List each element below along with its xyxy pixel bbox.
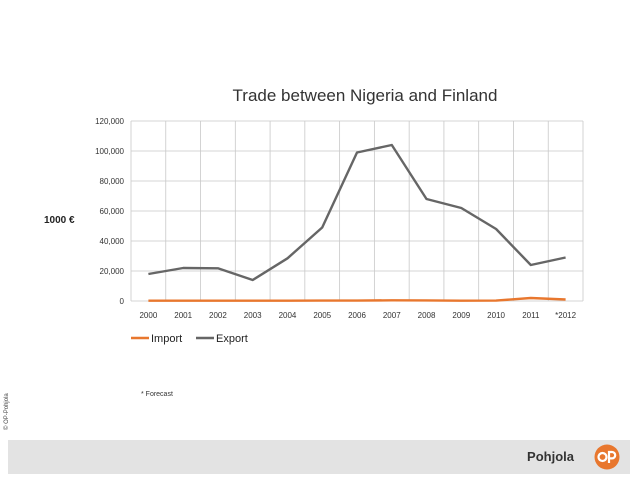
x-axis-ticks: 2000 2001 2002 2003 2004 2005 2006 2007 2008 2009… — [139, 311, 576, 320]
series-line-export — [148, 143, 566, 282]
y-axis-ticks: 0 20,000 40,000 60,000 80,000 100,000 120,000 — [95, 117, 124, 306]
x-tick-label: 2002 — [209, 311, 227, 320]
y-tick-label: 60,000 — [100, 207, 125, 216]
forecast-footnote: * Forecast — [141, 391, 173, 398]
x-tick-label: *2012 — [555, 311, 576, 320]
x-tick-label: 2005 — [313, 311, 331, 320]
x-tick-label: 2008 — [418, 311, 436, 320]
x-tick-label: 2003 — [244, 311, 262, 320]
chart-title: Trade between Nigeria and Finland — [233, 86, 498, 105]
x-tick-label: 2001 — [174, 311, 192, 320]
x-tick-label: 2000 — [139, 311, 157, 320]
x-tick-label: 2006 — [348, 311, 366, 320]
x-tick-label: 2007 — [383, 311, 401, 320]
y-tick-label: 100,000 — [95, 147, 124, 156]
brand-name: Pohjola — [527, 449, 574, 464]
footer-bar: Pohjola — [8, 440, 630, 474]
x-tick-label: 2011 — [522, 311, 540, 320]
chart-series — [148, 143, 566, 302]
chart-legend: Import Export — [131, 333, 248, 345]
x-tick-label: 2004 — [279, 311, 297, 320]
series-line-import — [148, 296, 566, 302]
y-axis-unit-label: 1000 € — [44, 215, 75, 226]
y-tick-label: 40,000 — [100, 237, 125, 246]
y-tick-label: 20,000 — [100, 267, 125, 276]
x-tick-label: 2010 — [487, 311, 505, 320]
y-tick-label: 0 — [120, 297, 125, 306]
y-tick-label: 80,000 — [100, 177, 125, 186]
y-tick-label: 120,000 — [95, 117, 124, 126]
op-logo-icon — [594, 444, 620, 470]
chart-grid — [130, 120, 584, 302]
x-tick-label: 2009 — [452, 311, 470, 320]
copyright-text: © OP-Pohjola — [4, 393, 10, 430]
legend-label-export: Export — [216, 333, 248, 345]
legend-label-import: Import — [151, 333, 182, 345]
